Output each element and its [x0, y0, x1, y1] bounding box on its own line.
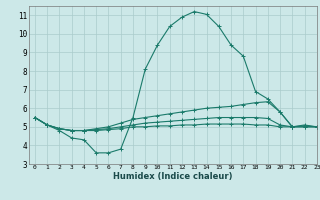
X-axis label: Humidex (Indice chaleur): Humidex (Indice chaleur): [113, 172, 233, 181]
